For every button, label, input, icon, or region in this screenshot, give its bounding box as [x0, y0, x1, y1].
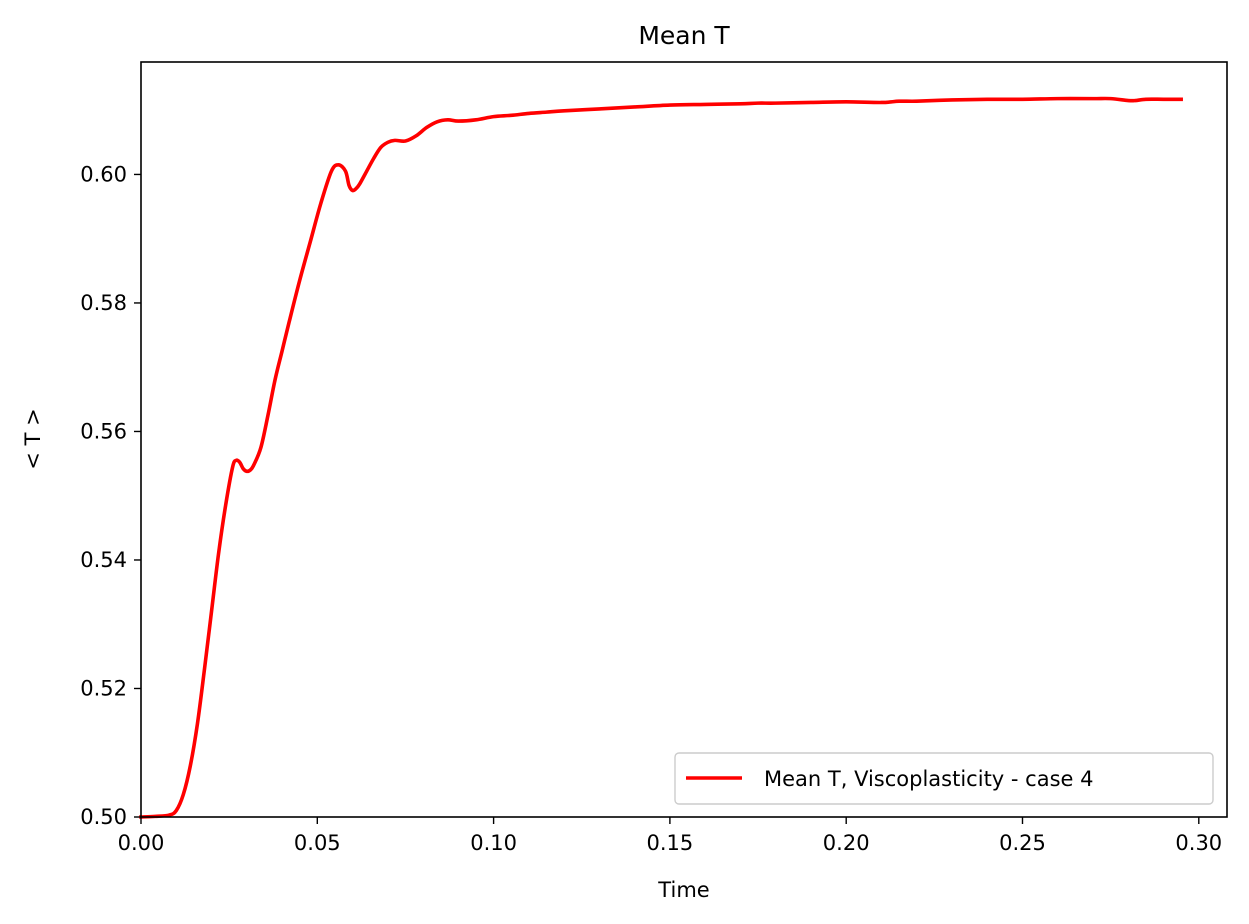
- series-layer: [139, 96, 1183, 819]
- y-tick-label: 0.58: [80, 291, 127, 315]
- y-tick-label: 0.50: [80, 805, 127, 829]
- x-tick-label: 0.15: [647, 831, 694, 855]
- x-tick-label: 0.20: [823, 831, 870, 855]
- legend-box: [674, 752, 1214, 805]
- y-tick-label: 0.60: [80, 162, 127, 186]
- y-tick-label: 0.54: [80, 548, 127, 572]
- x-tick-label: 0.25: [999, 831, 1046, 855]
- x-axis-label: Time: [657, 878, 709, 902]
- x-axis-ticks: 0.00 0.05 0.10 0.15 0.20 0.25 0.30: [118, 817, 1222, 855]
- y-axis-ticks: 0.50 0.52 0.54 0.56 0.58 0.60: [80, 162, 141, 829]
- legend: Mean T, Viscoplasticity - case 4: [674, 752, 1214, 805]
- x-tick-label: 0.30: [1175, 831, 1222, 855]
- legend-label: Mean T, Viscoplasticity - case 4: [764, 767, 1093, 791]
- x-tick-label: 0.10: [470, 831, 517, 855]
- plot-background: [141, 62, 1227, 817]
- x-tick-label: 0.00: [118, 831, 165, 855]
- x-tick-label: 0.05: [294, 831, 341, 855]
- y-tick-label: 0.52: [80, 676, 127, 700]
- y-tick-label: 0.56: [80, 419, 127, 443]
- y-axis-label: < T >: [21, 408, 45, 469]
- series-line-0: [139, 96, 1183, 819]
- plot-frame: [140, 61, 1228, 818]
- chart-title: Mean T: [638, 21, 730, 50]
